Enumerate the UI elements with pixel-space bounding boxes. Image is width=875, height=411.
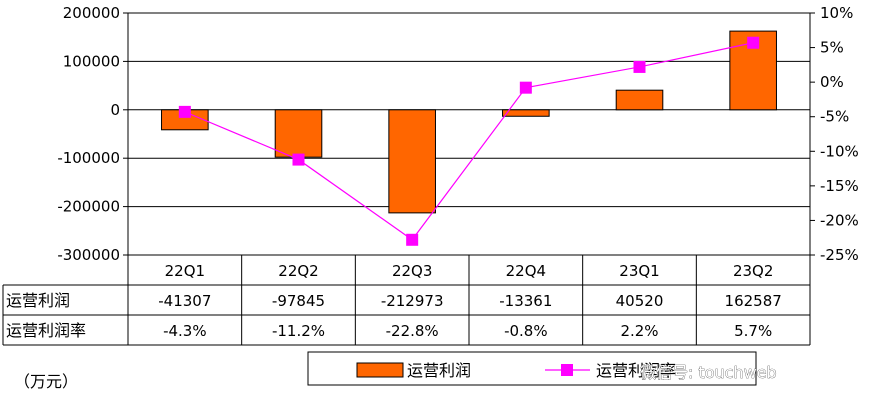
table-cell-profit: -41307	[158, 292, 211, 310]
marker-23Q1	[633, 60, 646, 73]
right-tick-label: 10%	[820, 4, 853, 22]
line-series	[178, 36, 760, 246]
table-cell-profit: -97845	[272, 292, 325, 310]
bar-22Q2	[274, 109, 323, 158]
bar-23Q1	[615, 89, 664, 111]
left-tick-label: -300000	[57, 246, 120, 264]
table-cell-profit: 40520	[616, 292, 664, 310]
marker-23Q2	[747, 36, 760, 49]
x-tick-label: 22Q2	[278, 262, 318, 280]
margin-line	[184, 42, 754, 241]
x-tick-label: 22Q1	[165, 262, 205, 280]
plot-frame	[127, 12, 811, 256]
legend-swatch-marker	[561, 364, 573, 376]
marker-22Q2	[292, 153, 305, 166]
right-tick-label: -5%	[820, 108, 849, 126]
table-cell-margin: 5.7%	[734, 322, 772, 340]
left-tick-label: 200000	[63, 4, 120, 22]
table-cell-margin: -4.3%	[163, 322, 207, 340]
legend: 运营利润 运营利润率	[307, 351, 757, 386]
table-cell-margin: -0.8%	[504, 322, 548, 340]
left-tick-label: -100000	[57, 149, 120, 167]
legend-label-bar: 运营利润	[407, 361, 471, 380]
bar-series	[161, 30, 777, 214]
gridlines	[128, 60, 810, 208]
marker-22Q1	[178, 105, 191, 118]
bar-22Q4	[502, 109, 550, 117]
table-cell-profit: -212973	[381, 292, 444, 310]
table-cell-profit: 162587	[725, 292, 782, 310]
table-cell-profit: -13361	[499, 292, 552, 310]
right-tick-label: -15%	[820, 177, 859, 195]
right-tick-label: 0%	[820, 73, 844, 91]
legend-swatch-bar	[356, 362, 404, 378]
bar-22Q3	[388, 109, 436, 214]
marker-22Q3	[406, 233, 419, 246]
right-tick-label: -10%	[820, 142, 859, 160]
right-axis-ticks: 10% 5% 0% -5% -10% -15% -20% -25%	[810, 4, 859, 264]
right-tick-label: 5%	[820, 39, 844, 57]
left-axis-ticks: 200000 100000 0 -100000 -200000 -300000	[57, 4, 128, 264]
table-cell-margin: 2.2%	[620, 322, 658, 340]
x-tick-label: 23Q2	[733, 262, 773, 280]
x-tick-label: 22Q4	[506, 262, 546, 280]
left-tick-label: 0	[110, 101, 120, 119]
table-cell-margin: -11.2%	[272, 322, 325, 340]
table-cell-margin: -22.8%	[386, 322, 439, 340]
right-tick-label: -20%	[820, 211, 859, 229]
watermark: 微信号: touchweb	[640, 363, 777, 382]
left-tick-label: 100000	[63, 52, 120, 70]
right-tick-label: -25%	[820, 246, 859, 264]
table-row-header: 运营利润	[6, 291, 70, 310]
legend-label-line: 运营利润率	[596, 361, 676, 380]
left-tick-label: -200000	[57, 198, 120, 216]
marker-22Q4	[519, 81, 532, 94]
x-tick-label: 22Q3	[392, 262, 432, 280]
table-row-header: 运营利润率	[6, 321, 86, 340]
x-tick-label: 23Q1	[619, 262, 659, 280]
unit-note: （万元）	[14, 372, 78, 391]
axes	[127, 12, 811, 256]
